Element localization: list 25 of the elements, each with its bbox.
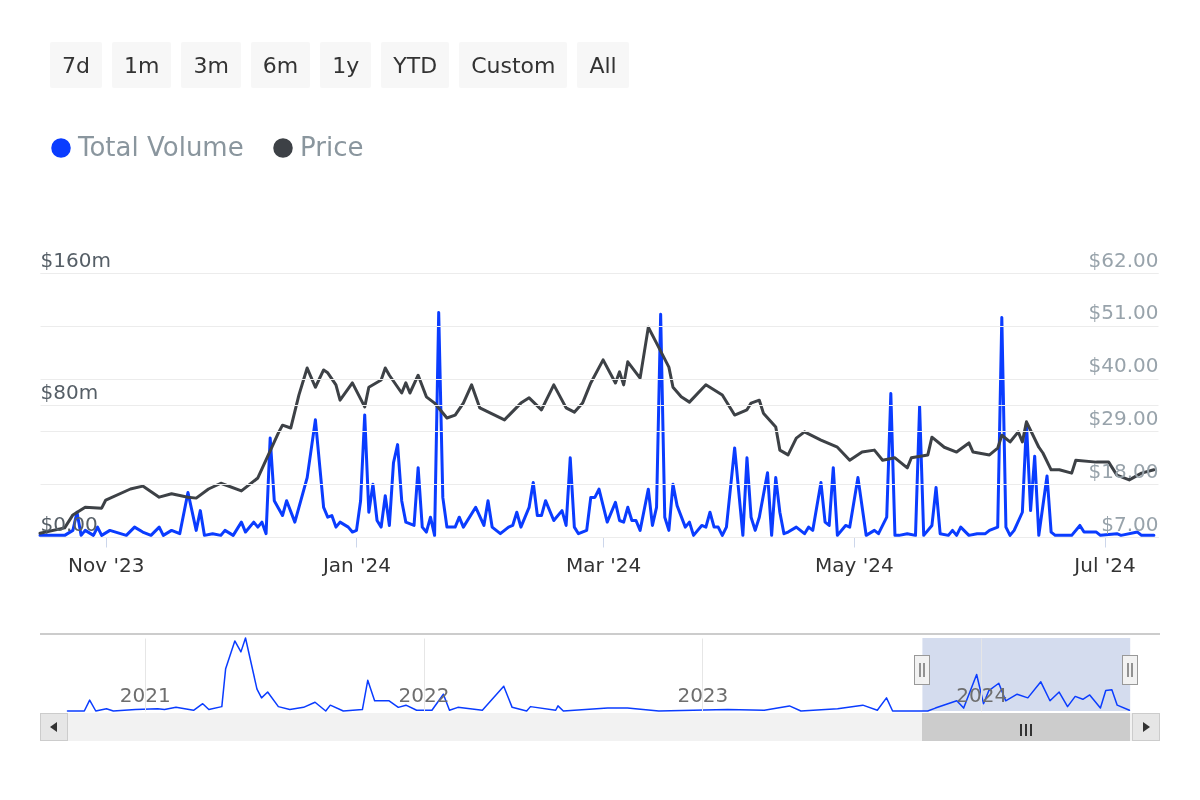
legend-label: Price bbox=[300, 132, 364, 162]
text: All bbox=[577, 42, 629, 88]
legend-label: Total Volume bbox=[77, 132, 244, 162]
text: 6m bbox=[250, 42, 311, 88]
x-tick-label: 2023 bbox=[677, 682, 729, 707]
text: YTD bbox=[381, 42, 450, 88]
x-tick-label: Mar '24 bbox=[566, 552, 642, 577]
x-tick-label: 2022 bbox=[398, 682, 450, 707]
text: 7d bbox=[50, 42, 102, 88]
y2-tick-label: $62.00 bbox=[1088, 247, 1159, 272]
y2-tick-label: $29.00 bbox=[1088, 405, 1159, 430]
y-tick-label: $80m bbox=[40, 379, 99, 404]
x-tick-label: 2021 bbox=[119, 682, 171, 707]
x-tick-label: Jul '24 bbox=[1072, 552, 1136, 577]
text: Custom bbox=[459, 42, 568, 88]
x-tick-label: May '24 bbox=[815, 552, 894, 577]
x-tick-label: Nov '23 bbox=[68, 552, 145, 577]
text: 1y bbox=[320, 42, 372, 88]
y2-tick-label: $40.00 bbox=[1088, 353, 1159, 378]
text: 3m bbox=[181, 42, 241, 88]
y2-tick-label: $7.00 bbox=[1101, 511, 1159, 536]
text: 1m bbox=[111, 42, 172, 88]
x-tick-label: Jan '24 bbox=[320, 552, 392, 577]
y-tick-label: $160m bbox=[40, 247, 111, 272]
y2-tick-label: $51.00 bbox=[1088, 300, 1159, 325]
